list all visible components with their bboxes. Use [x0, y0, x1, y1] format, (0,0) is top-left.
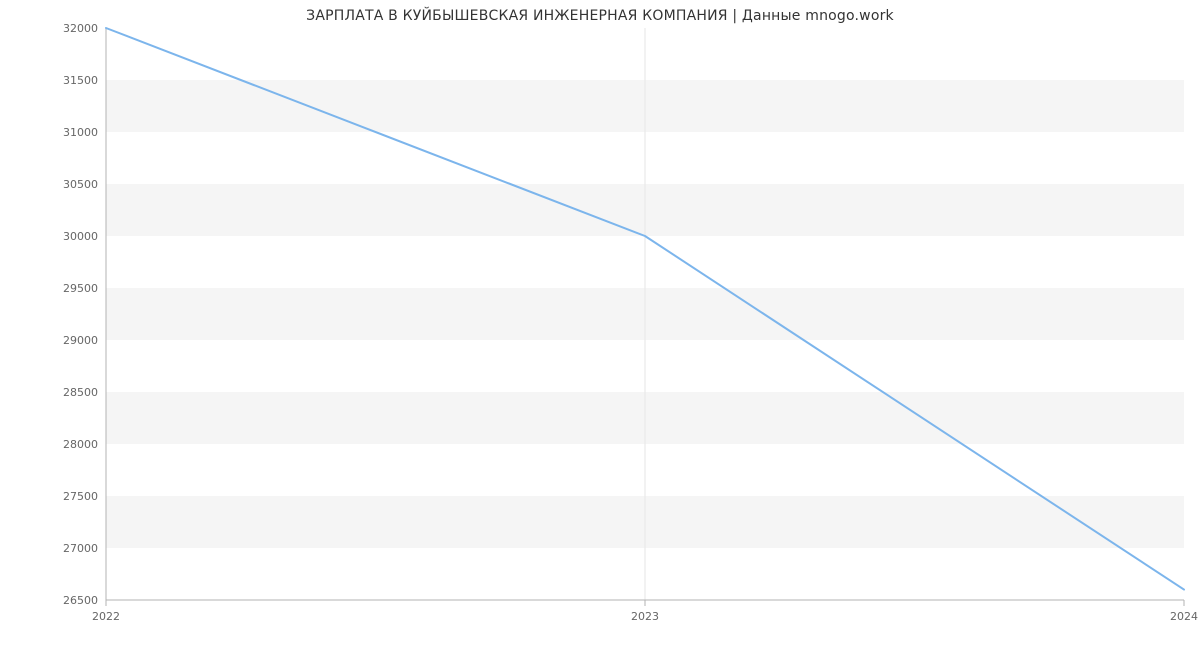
x-tick-label: 2023	[631, 610, 659, 623]
x-tick-label: 2024	[1170, 610, 1198, 623]
chart-canvas: 26500 27000 27500 28000 28500 29000 29500 30000…	[0, 0, 1200, 650]
salary-line-chart: ЗАРПЛАТА В КУЙБЫШЕВСКАЯ ИНЖЕНЕРНАЯ КОМПА…	[0, 0, 1200, 650]
y-tick-label: 29500	[63, 282, 98, 295]
y-tick-label: 28000	[63, 438, 98, 451]
y-tick-label: 26500	[63, 594, 98, 607]
y-tick-label: 31000	[63, 126, 98, 139]
y-tick-label: 28500	[63, 386, 98, 399]
y-tick-label: 29000	[63, 334, 98, 347]
y-tick-label: 30500	[63, 178, 98, 191]
y-tick-label: 30000	[63, 230, 98, 243]
y-tick-label: 27000	[63, 542, 98, 555]
y-tick-label: 31500	[63, 74, 98, 87]
y-tick-label: 32000	[63, 22, 98, 35]
y-tick-label: 27500	[63, 490, 98, 503]
x-tick-label: 2022	[92, 610, 120, 623]
